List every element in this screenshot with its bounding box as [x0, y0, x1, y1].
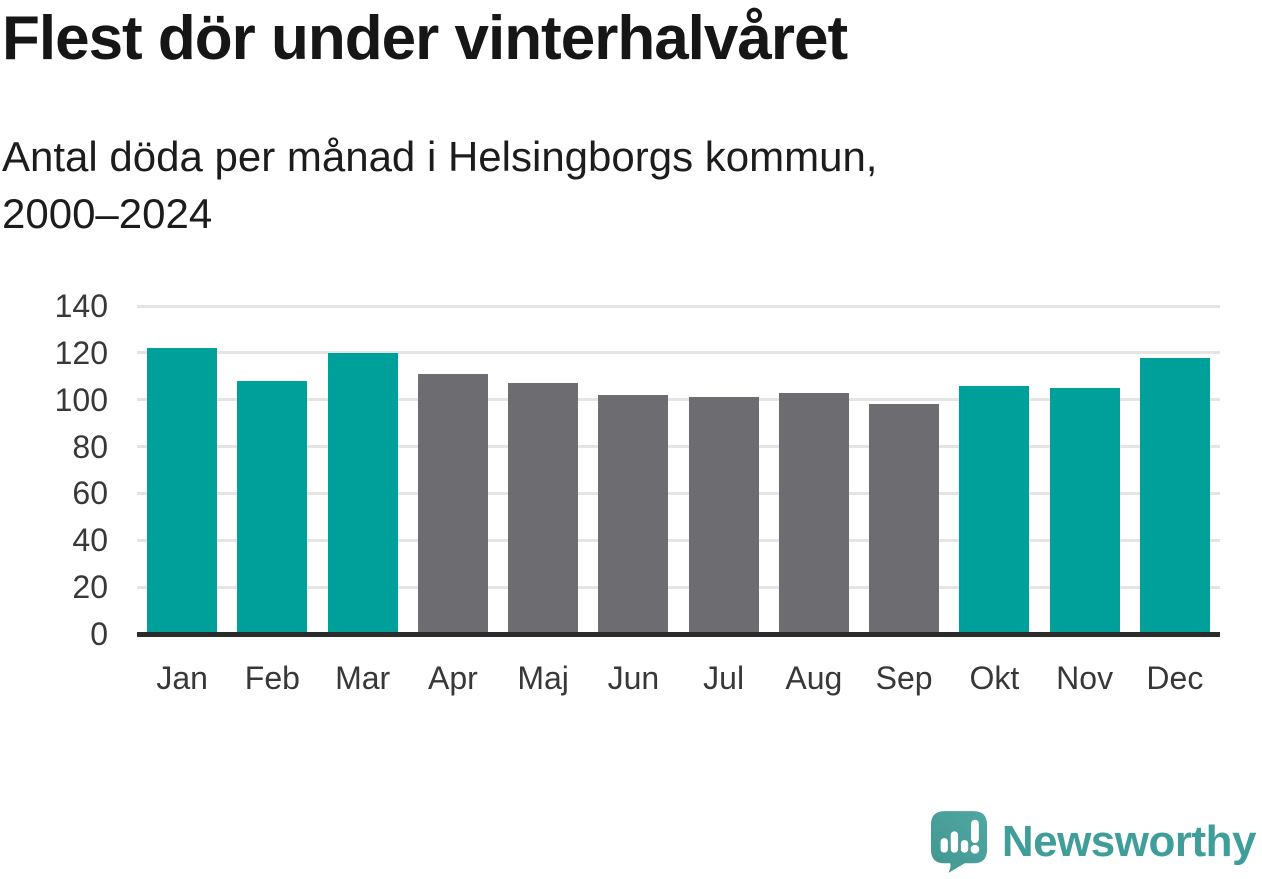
x-axis-tick-labels: Jan Feb Mar Apr Maj Jun Jul Aug Sep Okt Nov Dec [137, 656, 1220, 704]
mini-bar-1 [940, 838, 948, 853]
bar-mar [327, 352, 398, 634]
mini-bar-3 [960, 840, 969, 853]
bar-sep [869, 404, 940, 634]
x-tick-sep: Sep [875, 660, 933, 696]
gridline-80 [137, 445, 1220, 449]
bar-feb [237, 380, 308, 634]
exclamation-dot [970, 844, 980, 854]
x-tick-okt: Okt [969, 660, 1020, 696]
x-axis-line [137, 632, 1220, 637]
x-tick-maj: Maj [517, 660, 569, 696]
x-tick-jan: Jan [156, 660, 208, 696]
y-tick-140: 140 [54, 288, 108, 324]
plot-area [137, 304, 1220, 634]
bar-okt [959, 385, 1030, 634]
y-tick-60: 60 [72, 475, 108, 512]
bar-nov [1049, 388, 1120, 634]
x-tick-nov: Nov [1056, 660, 1114, 696]
bar-apr [417, 373, 488, 634]
gridline-20 [137, 585, 1220, 589]
x-tick-dec: Dec [1146, 660, 1204, 696]
newsworthy-logo: Newsworthy [930, 810, 1257, 874]
gridline-140 [137, 304, 1220, 308]
y-axis-tick-labels: 0 20 40 60 80 100 120 140 [0, 290, 108, 650]
chart-title: Flest dör under vinterhalvåret [2, 4, 848, 73]
x-tick-jun: Jun [607, 660, 660, 696]
gridline-60 [137, 491, 1220, 495]
y-tick-40: 40 [72, 522, 108, 559]
y-tick-120: 120 [54, 334, 108, 371]
bar-jan [147, 348, 218, 634]
logo-wordmark: Newsworthy [1001, 817, 1257, 866]
bar-jul [688, 397, 759, 634]
x-tick-aug: Aug [785, 660, 843, 696]
bar-jun [598, 395, 669, 634]
x-tick-apr: Apr [427, 660, 478, 696]
gridline-40 [137, 538, 1220, 542]
x-tick-jul: Jul [703, 660, 745, 696]
x-tick-feb: Feb [244, 660, 300, 696]
gridline-120 [137, 351, 1220, 355]
chart-subtitle: Antal döda per månad i Helsingborgs komm… [2, 133, 878, 237]
bar-maj [508, 383, 579, 634]
y-tick-80: 80 [72, 428, 108, 465]
gridline-100 [137, 398, 1220, 402]
newsworthy-speech-bubble-chart-icon [930, 811, 987, 873]
bar-aug [778, 392, 849, 634]
mini-bar-2 [950, 831, 958, 853]
y-tick-0: 0 [90, 616, 108, 652]
y-tick-100: 100 [54, 381, 108, 418]
x-tick-mar: Mar [335, 660, 391, 696]
speech-bubble-shape [930, 811, 987, 873]
bar-dec [1139, 357, 1210, 634]
exclamation-stem [970, 819, 979, 843]
y-tick-20: 20 [72, 569, 108, 606]
